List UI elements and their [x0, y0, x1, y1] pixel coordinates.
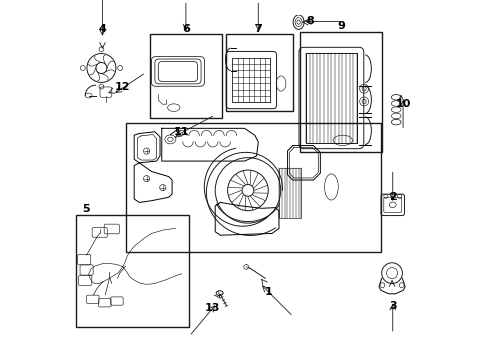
- Bar: [299, 32, 382, 152]
- Text: 10: 10: [395, 99, 410, 109]
- Text: 6: 6: [182, 24, 189, 34]
- Text: 7: 7: [254, 24, 262, 34]
- Text: 1: 1: [264, 287, 272, 297]
- Text: 5: 5: [82, 204, 89, 214]
- Text: 3: 3: [388, 301, 396, 311]
- Bar: [305, 53, 356, 143]
- Text: 9: 9: [336, 21, 344, 31]
- Text: 2: 2: [388, 192, 396, 202]
- Text: 12: 12: [114, 82, 130, 92]
- Text: 13: 13: [204, 303, 220, 313]
- Text: 11: 11: [174, 127, 189, 138]
- Bar: [76, 215, 189, 327]
- Text: 8: 8: [305, 17, 313, 26]
- Bar: [149, 33, 222, 118]
- Bar: [279, 168, 301, 218]
- Text: 4: 4: [98, 24, 106, 34]
- Bar: [225, 33, 292, 111]
- Bar: [232, 58, 270, 103]
- Bar: [125, 123, 380, 252]
